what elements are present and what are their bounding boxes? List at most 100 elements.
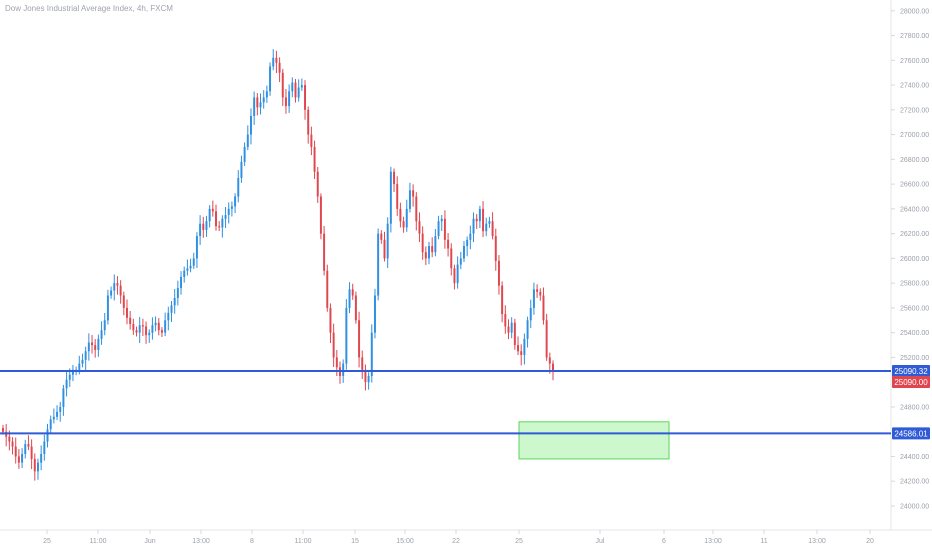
candle-body bbox=[472, 218, 475, 234]
horizontal-lines bbox=[0, 370, 891, 435]
horizontal-line-badge-label: 25090.32 bbox=[894, 367, 928, 376]
candles bbox=[2, 49, 554, 481]
candle-body bbox=[180, 276, 183, 289]
candle-body bbox=[167, 312, 170, 321]
candle-body bbox=[513, 322, 516, 346]
candle-body bbox=[491, 221, 494, 237]
x-tick-label: 25 bbox=[515, 538, 523, 545]
y-tick-label: 26800.00 bbox=[900, 157, 929, 164]
candle-body bbox=[87, 342, 90, 352]
y-tick-label: 27200.00 bbox=[900, 107, 929, 114]
candle-body bbox=[329, 307, 332, 333]
candle-body bbox=[351, 289, 354, 296]
x-tick-label: 13:00 bbox=[192, 538, 210, 545]
candle-body bbox=[164, 320, 167, 333]
candle-body bbox=[510, 322, 513, 333]
chart-title: Dow Jones Industrial Average Index, 4h, … bbox=[5, 4, 173, 13]
candle-body bbox=[478, 208, 481, 222]
candle-body bbox=[138, 325, 141, 333]
candle-body bbox=[405, 208, 408, 228]
time-axis: 25 11:00 Jun 13:00 8 11:00 15 15:00 22 25 Jul 6 13:0… bbox=[43, 530, 874, 545]
candle-body bbox=[335, 357, 338, 368]
candle-body bbox=[116, 283, 119, 286]
candle-body bbox=[215, 211, 217, 227]
candle-body bbox=[132, 323, 135, 331]
candle-body bbox=[399, 208, 402, 222]
candle-body bbox=[284, 97, 287, 107]
candle-body bbox=[195, 236, 198, 259]
candle-body bbox=[323, 233, 326, 271]
candle-body bbox=[100, 330, 103, 339]
candle-body bbox=[307, 109, 310, 135]
candle-body bbox=[52, 416, 55, 420]
candle-body bbox=[520, 351, 523, 355]
candle-body bbox=[440, 218, 443, 222]
candle-body bbox=[507, 326, 510, 333]
candle-body bbox=[434, 236, 437, 253]
y-tick-label: 26200.00 bbox=[900, 231, 929, 238]
candle-body bbox=[46, 429, 49, 442]
candle-body bbox=[151, 325, 154, 333]
candle-body bbox=[278, 62, 281, 73]
candle-body bbox=[526, 320, 529, 339]
x-tick-label: 11:00 bbox=[90, 538, 107, 545]
candle-body bbox=[380, 233, 383, 240]
y-tick-label: 24200.00 bbox=[900, 479, 929, 486]
candle-body bbox=[300, 85, 303, 88]
candle-body bbox=[40, 453, 43, 463]
candle-body bbox=[269, 66, 272, 92]
y-tick-label: 25200.00 bbox=[900, 355, 929, 362]
candle-body bbox=[462, 246, 465, 259]
candle-body bbox=[291, 82, 294, 92]
candle-body bbox=[227, 208, 230, 216]
x-tick-label: 20 bbox=[866, 538, 874, 545]
candle-body bbox=[84, 351, 87, 360]
candle-body bbox=[265, 91, 268, 98]
y-tick-label: 25800.00 bbox=[900, 281, 929, 288]
candle-body bbox=[326, 270, 329, 308]
candle-body bbox=[91, 342, 94, 346]
candle-body bbox=[234, 196, 237, 207]
candle-body bbox=[160, 330, 163, 333]
candle-body bbox=[475, 218, 478, 222]
candle-body bbox=[364, 369, 367, 383]
candle-body bbox=[170, 305, 173, 313]
candle-body bbox=[447, 239, 450, 249]
y-tick-label: 26000.00 bbox=[900, 256, 929, 263]
candle-body bbox=[43, 441, 46, 454]
horizontal-line-badge bbox=[892, 365, 930, 377]
candle-body bbox=[224, 215, 227, 219]
candle-body bbox=[141, 325, 144, 327]
candle-body bbox=[424, 252, 427, 259]
last-price-badge bbox=[892, 376, 930, 389]
candle-body bbox=[21, 453, 24, 463]
candle-body bbox=[288, 91, 291, 107]
candle-body bbox=[548, 357, 551, 364]
candle-body bbox=[113, 283, 116, 291]
candle-body bbox=[208, 208, 211, 222]
y-tick-label: 26400.00 bbox=[900, 206, 929, 213]
y-tick-label: 24000.00 bbox=[900, 503, 929, 510]
candle-body bbox=[332, 332, 335, 358]
candle-body bbox=[56, 411, 59, 417]
candle-body bbox=[230, 206, 233, 209]
candle-body bbox=[24, 444, 27, 454]
candle-body bbox=[135, 330, 138, 333]
candle-body bbox=[501, 285, 504, 315]
candle-body bbox=[94, 345, 97, 350]
x-tick-label: Jul bbox=[596, 538, 605, 545]
candle-body bbox=[192, 258, 195, 266]
zone-layer bbox=[518, 421, 670, 460]
x-tick-label: 11:00 bbox=[295, 538, 312, 545]
x-tick-label: 6 bbox=[662, 538, 666, 545]
x-tick-label: 15:00 bbox=[396, 538, 414, 545]
candle-body bbox=[62, 388, 65, 407]
y-tick-label: 25400.00 bbox=[900, 330, 929, 337]
candle-body bbox=[437, 221, 440, 237]
candle-body bbox=[297, 87, 300, 98]
candle-body bbox=[358, 320, 361, 358]
candle-body bbox=[97, 338, 100, 350]
candle-body bbox=[275, 57, 278, 63]
candle-body bbox=[17, 456, 20, 463]
